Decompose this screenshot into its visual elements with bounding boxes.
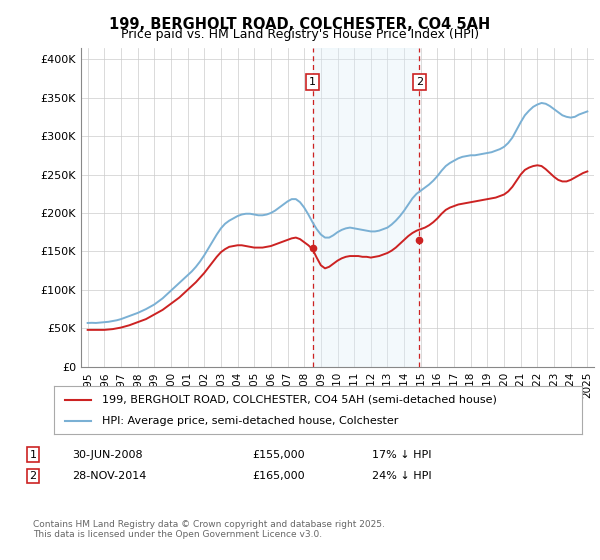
Text: 1: 1 [309,77,316,87]
Text: Price paid vs. HM Land Registry's House Price Index (HPI): Price paid vs. HM Land Registry's House … [121,28,479,41]
Text: 30-JUN-2008: 30-JUN-2008 [72,450,143,460]
Text: £165,000: £165,000 [252,471,305,481]
Text: 17% ↓ HPI: 17% ↓ HPI [372,450,431,460]
Bar [313,48,419,367]
Text: 2: 2 [29,471,37,481]
Text: HPI: Average price, semi-detached house, Colchester: HPI: Average price, semi-detached house,… [101,416,398,426]
Text: 1: 1 [29,450,37,460]
Text: 28-NOV-2014: 28-NOV-2014 [72,471,146,481]
Text: £155,000: £155,000 [252,450,305,460]
Text: Contains HM Land Registry data © Crown copyright and database right 2025.
This d: Contains HM Land Registry data © Crown c… [33,520,385,539]
Text: 2: 2 [416,77,423,87]
Text: 199, BERGHOLT ROAD, COLCHESTER, CO4 5AH (semi-detached house): 199, BERGHOLT ROAD, COLCHESTER, CO4 5AH … [101,395,496,405]
Text: 24% ↓ HPI: 24% ↓ HPI [372,471,431,481]
Text: 199, BERGHOLT ROAD, COLCHESTER, CO4 5AH: 199, BERGHOLT ROAD, COLCHESTER, CO4 5AH [109,17,491,32]
